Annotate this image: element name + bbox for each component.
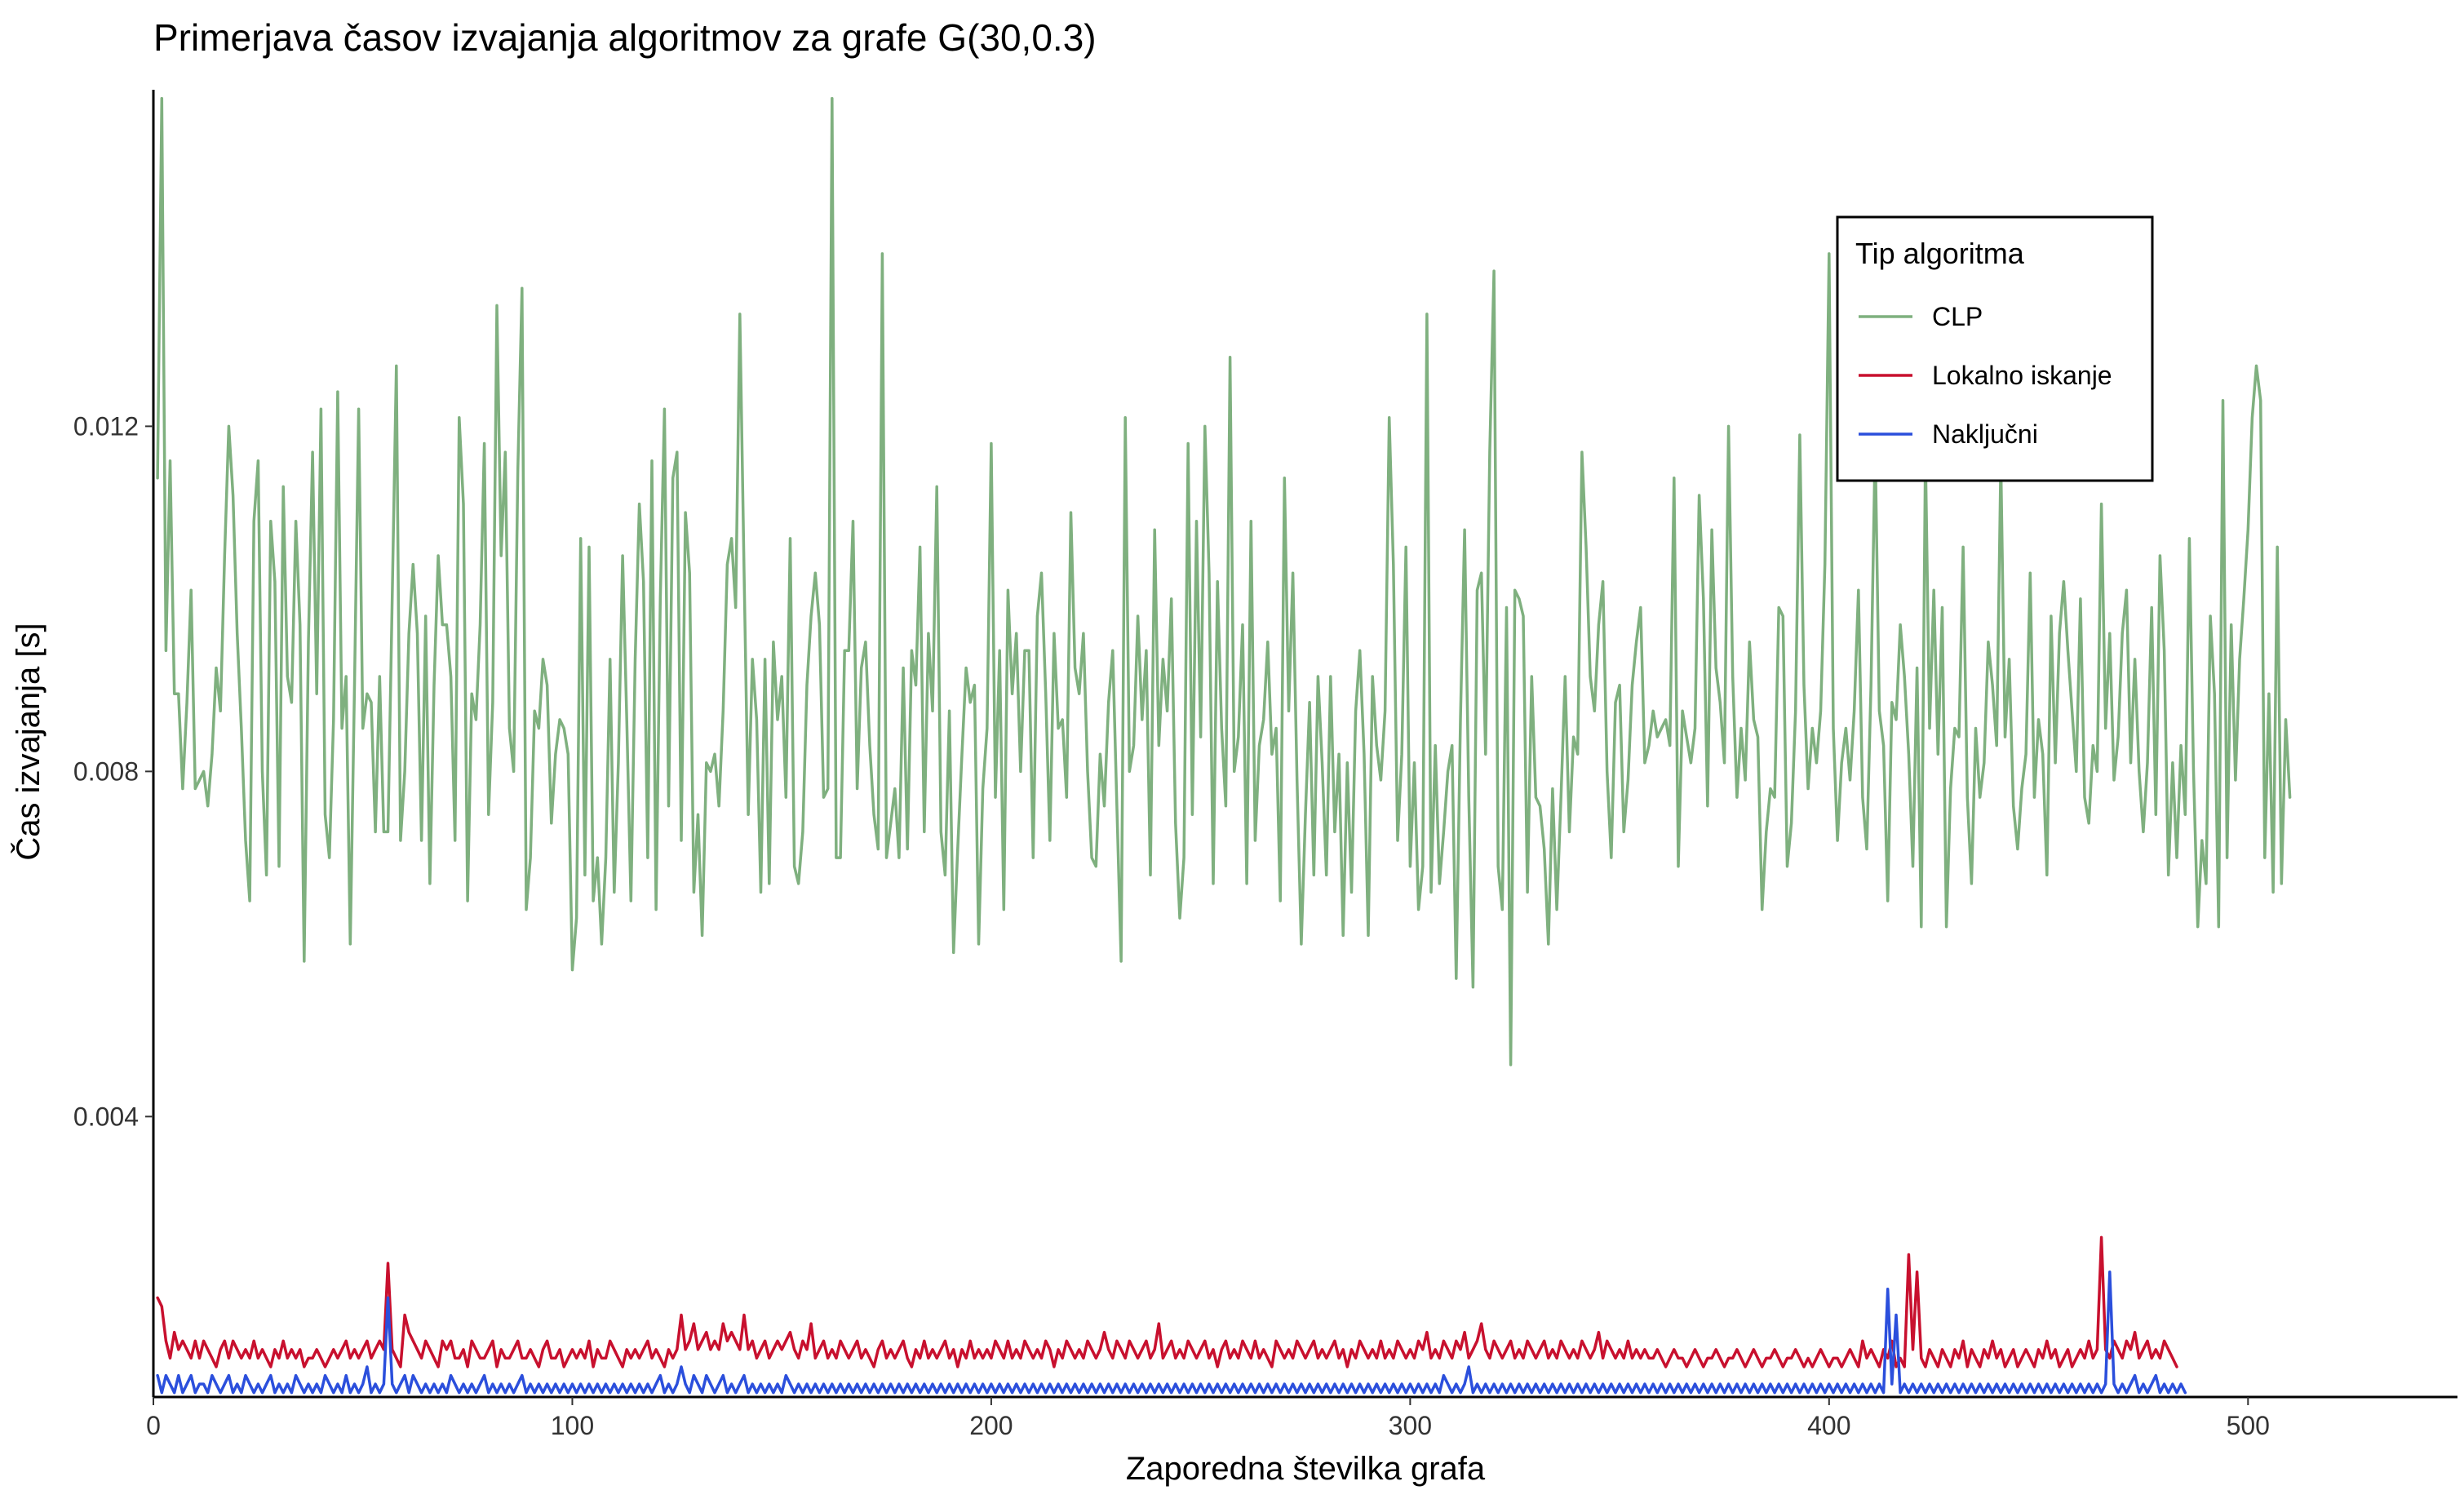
legend: Tip algoritma CLP Lokalno iskanje Naključn… [1836, 215, 2154, 482]
x-tick-label: 400 [1807, 1411, 1850, 1440]
x-tick-label: 200 [969, 1411, 1013, 1440]
x-ticks: 0 100 200 300 400 500 [146, 1397, 2270, 1440]
legend-label-1: Lokalno iskanje [1932, 361, 2112, 390]
series-line-1 [156, 1235, 2178, 1368]
legend-items: CLP Lokalno iskanje Naključni [1859, 302, 2112, 449]
legend-title: Tip algoritma [1855, 237, 2025, 270]
legend-box [1836, 215, 2154, 482]
legend-label-0: CLP [1932, 302, 1983, 331]
series-layer [156, 96, 2292, 1395]
y-ticks: 0.004 0.008 0.012 [73, 411, 153, 1131]
y-tick-label: 0.004 [73, 1102, 139, 1131]
y-tick-label: 0.008 [73, 756, 139, 786]
series-line-0 [156, 96, 2292, 1067]
y-axis-title: Čas izvajanja [s] [10, 623, 47, 860]
x-axis-title: Zaporedna številka grafa [1126, 1451, 1486, 1487]
x-tick-label: 300 [1389, 1411, 1432, 1440]
chart-title: Primerjava časov izvajanja algoritmov za… [153, 16, 1097, 59]
y-tick-label: 0.012 [73, 411, 139, 441]
x-tick-label: 0 [146, 1411, 161, 1440]
series-line-2 [156, 1270, 2187, 1395]
x-tick-label: 100 [551, 1411, 594, 1440]
legend-label-2: Naključni [1932, 419, 2038, 449]
x-tick-label: 500 [2227, 1411, 2270, 1440]
